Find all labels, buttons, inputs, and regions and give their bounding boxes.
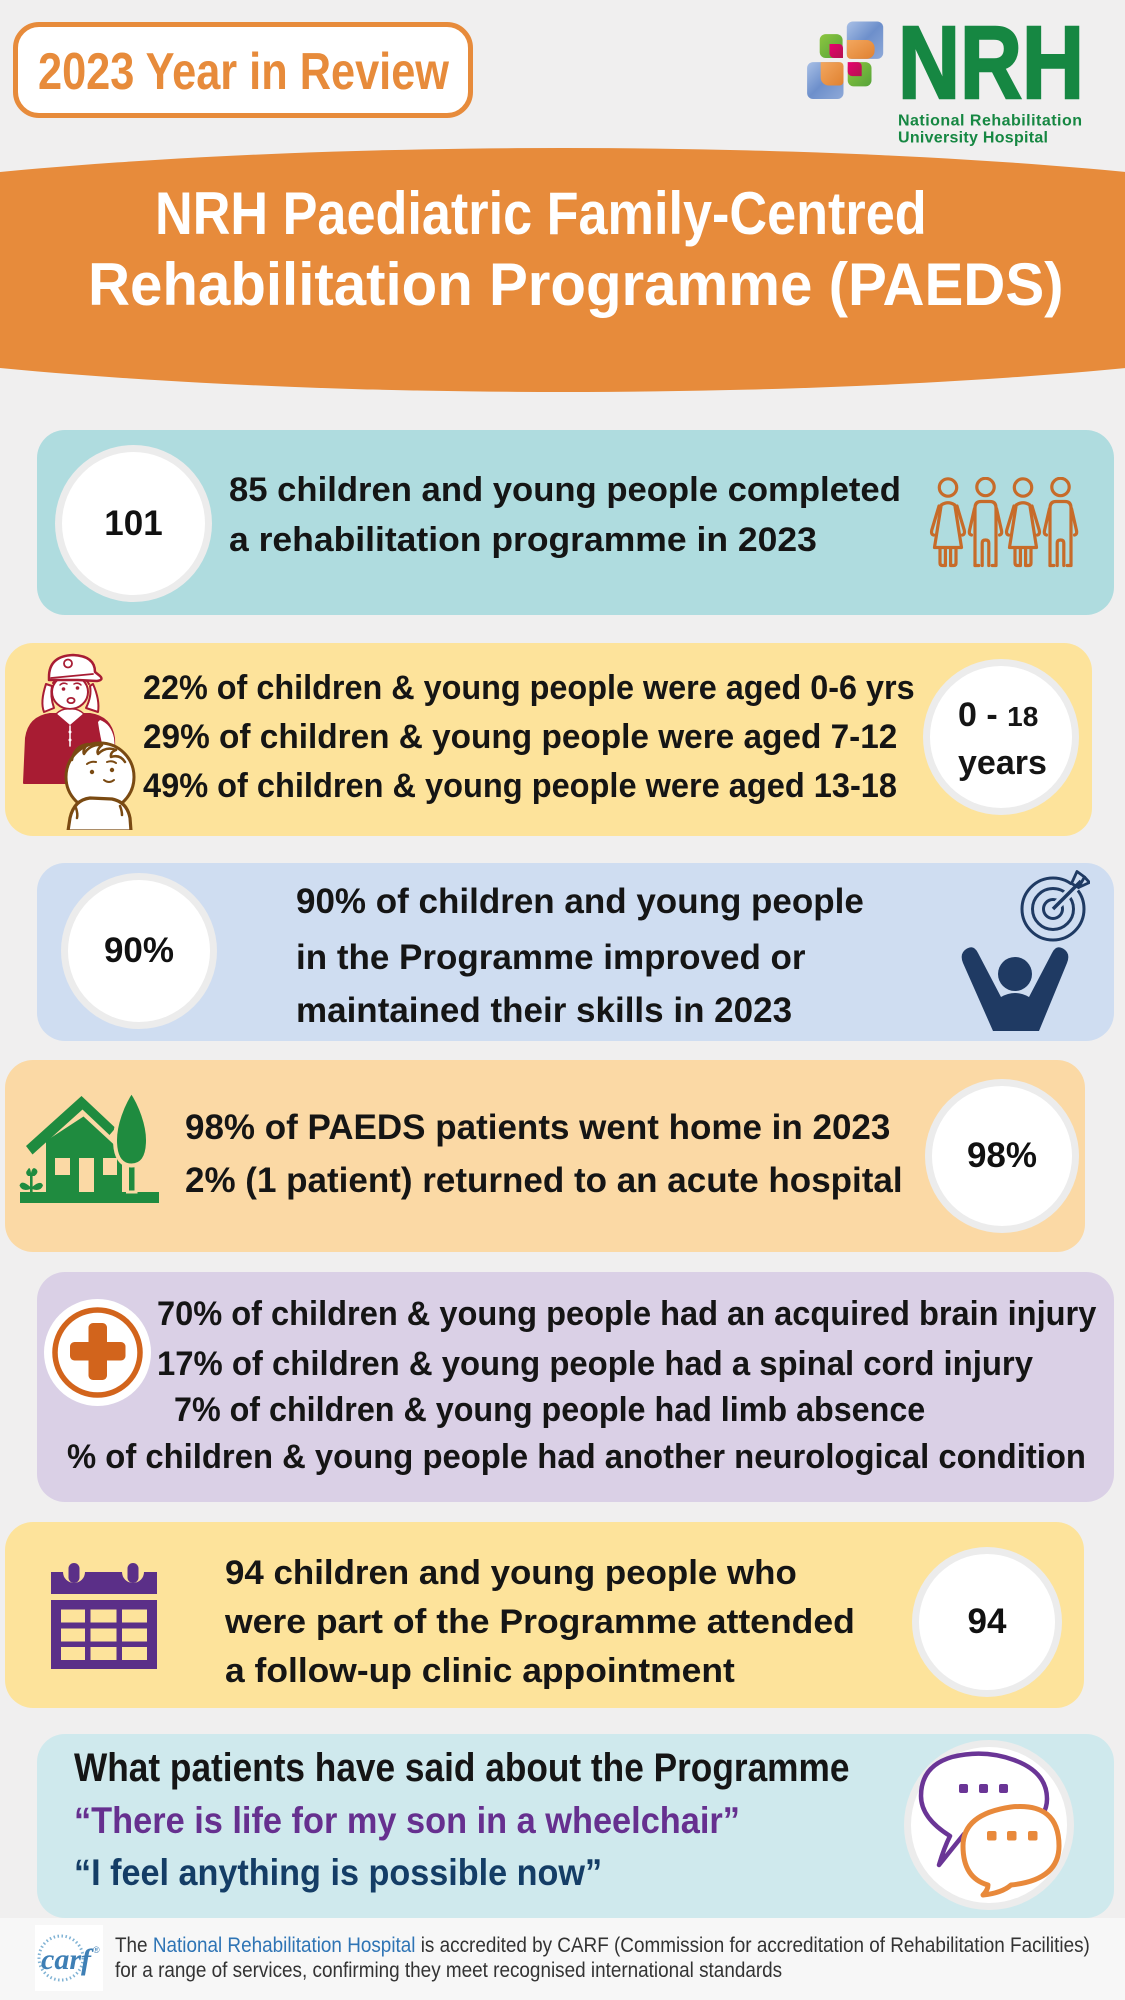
svg-text:National Rehabilitation: National Rehabilitation (898, 113, 1082, 130)
svg-text:University Hospital: University Hospital (898, 130, 1048, 147)
svg-text:®: ® (93, 1945, 100, 1955)
svg-text:NRH: NRH (898, 5, 1084, 120)
svg-text:carf: carf (41, 1943, 94, 1976)
